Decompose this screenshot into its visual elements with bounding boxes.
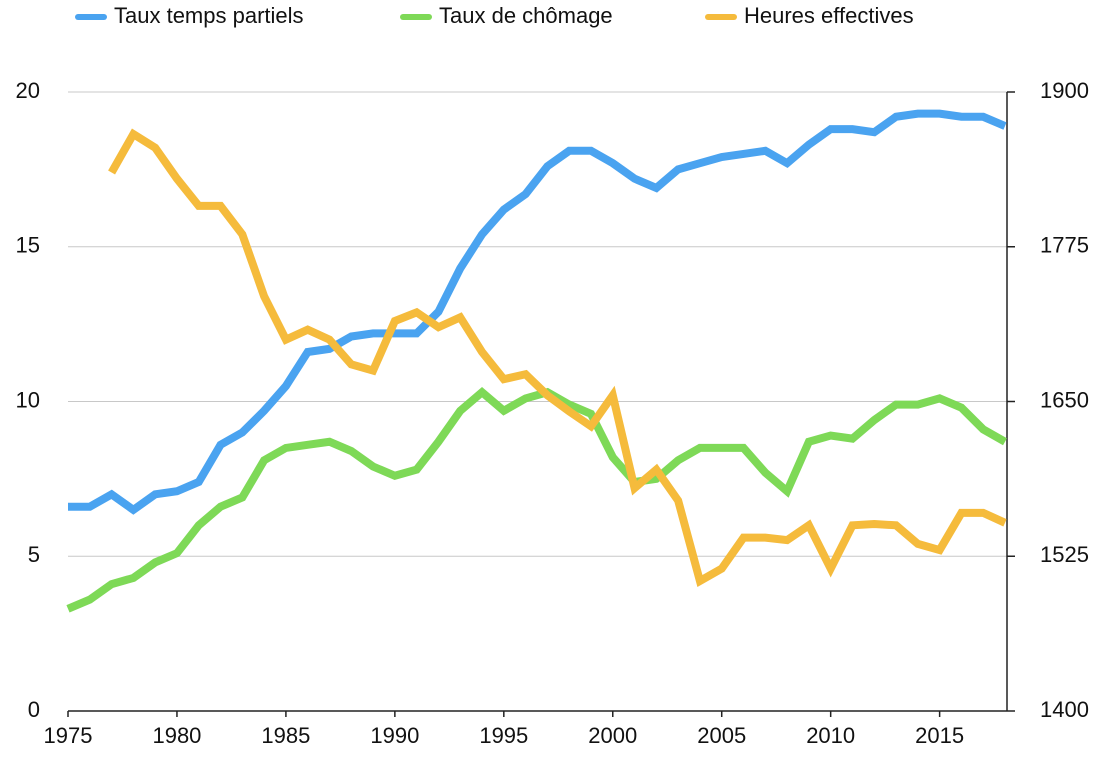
- y2-tick-label: 1900: [1040, 78, 1089, 103]
- legend-label: Taux temps partiels: [114, 3, 304, 28]
- x-tick-label: 2010: [806, 723, 855, 748]
- x-tick-label: 1985: [261, 723, 310, 748]
- y-tick-label: 0: [28, 697, 40, 722]
- y-tick-label: 5: [28, 542, 40, 567]
- x-tick-label: 2005: [697, 723, 746, 748]
- y2-tick-label: 1525: [1040, 542, 1089, 567]
- x-tick-label: 1975: [44, 723, 93, 748]
- legend-label: Taux de chômage: [439, 3, 613, 28]
- x-tick-label: 2015: [915, 723, 964, 748]
- x-tick-label: 1980: [152, 723, 201, 748]
- y-tick-label: 20: [16, 78, 40, 103]
- x-tick-label: 1995: [479, 723, 528, 748]
- y-tick-label: 10: [16, 387, 40, 412]
- legend-label: Heures effectives: [744, 3, 914, 28]
- x-tick-label: 2000: [588, 723, 637, 748]
- x-tick-label: 1990: [370, 723, 419, 748]
- series-line: [68, 109, 1007, 515]
- series-line: [108, 128, 1007, 588]
- y2-tick-label: 1775: [1040, 233, 1089, 258]
- series-line: [66, 386, 1007, 613]
- y2-tick-label: 1400: [1040, 697, 1089, 722]
- y-tick-label: 15: [16, 233, 40, 258]
- y2-tick-label: 1650: [1040, 387, 1089, 412]
